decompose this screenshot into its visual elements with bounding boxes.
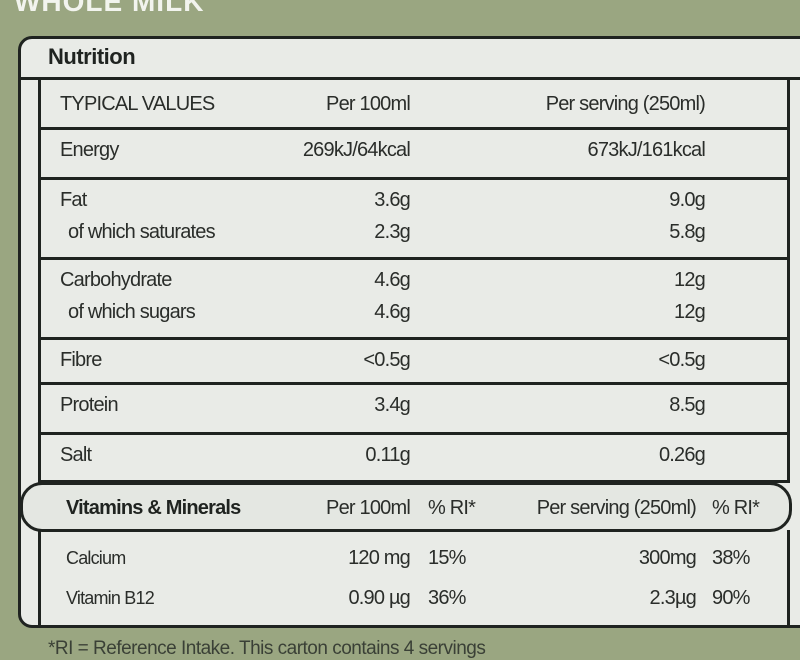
nutrient-value: 4.6g xyxy=(374,269,411,291)
vitamins-column-header: Per serving (250ml) xyxy=(536,497,697,519)
vitamin-value: 36% xyxy=(428,587,466,609)
nutrient-name: Fat xyxy=(60,189,87,211)
row-group xyxy=(38,385,790,435)
vitamins-column-header: Vitamins & Minerals xyxy=(66,497,241,519)
vitamins-table xyxy=(38,530,790,628)
vitamins-column-header: % RI* xyxy=(428,497,476,519)
nutrient-value: 9.0g xyxy=(669,189,706,211)
nutrient-value: 5.8g xyxy=(669,221,706,243)
nutrient-value: <0.5g xyxy=(658,349,705,371)
vitamins-column-header: % RI* xyxy=(712,497,760,519)
vitamin-value: 15% xyxy=(428,547,466,569)
row-group xyxy=(38,435,790,483)
product-name: WHOLE MILK xyxy=(14,0,205,17)
vitamin-value: 38% xyxy=(712,547,750,569)
group-box xyxy=(38,80,790,130)
nutrient-value: 0.11g xyxy=(365,444,410,466)
row-group xyxy=(38,340,790,385)
nutrient-value: 12g xyxy=(674,301,706,323)
row-group xyxy=(38,180,790,260)
vitamins-column-header: Per 100ml xyxy=(326,497,411,519)
nutrition-table xyxy=(38,78,790,483)
nutrient-name: Energy xyxy=(60,139,119,161)
nutrient-name: Fibre xyxy=(60,349,102,371)
nutrient-value: <0.5g xyxy=(363,349,410,371)
nutrient-value: 4.6g xyxy=(374,301,411,323)
vitamin-value: 90% xyxy=(712,587,750,609)
nutrient-value: 269kJ/64kcal xyxy=(302,139,411,161)
label-title: Nutrition xyxy=(48,44,136,69)
nutrient-value: 2.3g xyxy=(374,221,411,243)
nutrient-value: 12g xyxy=(674,269,706,291)
title-band xyxy=(18,36,800,80)
nutrient-name: Protein xyxy=(60,394,119,416)
nutrient-name: of which saturates xyxy=(68,221,216,243)
row-group xyxy=(38,130,790,180)
footnote: *RI = Reference Intake. This carton cont… xyxy=(48,638,486,659)
nutrient-name: of which sugars xyxy=(68,301,196,323)
nutrient-value: 3.6g xyxy=(374,189,411,211)
vitamin-name: Calcium xyxy=(66,548,126,568)
row-group xyxy=(38,260,790,340)
nutrient-value: 0.26g xyxy=(658,444,706,466)
vitamin-name: Vitamin B12 xyxy=(66,588,155,608)
vitamin-value: 300mg xyxy=(638,547,697,569)
nutrient-name: Carbohydrate xyxy=(60,269,172,291)
vitamin-value: 2.3µg xyxy=(649,587,697,609)
nutrient-value: 673kJ/161kcal xyxy=(587,139,706,161)
vitamin-value: 0.90 µg xyxy=(348,587,410,609)
nutrient-value: 8.5g xyxy=(669,394,706,416)
column-header: TYPICAL VALUES xyxy=(60,93,215,115)
nutrient-name: Salt xyxy=(60,444,92,466)
column-header: Per 100ml xyxy=(326,93,411,115)
nutrient-value: 3.4g xyxy=(374,394,411,416)
vitamins-header-band xyxy=(20,482,792,532)
column-header: Per serving (250ml) xyxy=(545,93,706,115)
vitamin-value: 120 mg xyxy=(348,547,411,569)
